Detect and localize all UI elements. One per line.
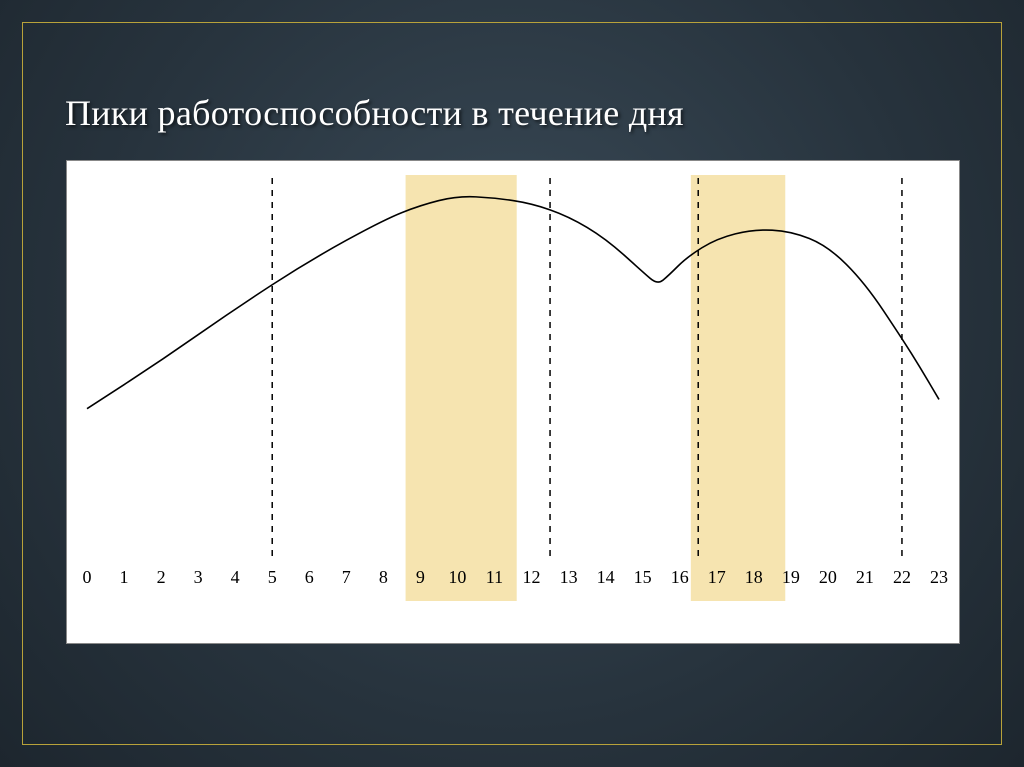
x-tick-label: 12 [523,567,541,587]
x-tick-label: 18 [745,567,763,587]
x-tick-label: 16 [671,567,689,587]
x-tick-label: 13 [560,567,578,587]
x-tick-label: 6 [305,567,314,587]
slide-title: Пики работоспособности в течение дня [65,92,684,134]
x-tick-label: 2 [157,567,166,587]
x-tick-label: 4 [231,567,240,587]
x-tick-label: 19 [782,567,800,587]
slide: Пики работоспособности в течение дня 012… [0,0,1024,767]
performance-chart: 01234567891011121314151617181920212223 [67,161,959,643]
x-tick-label: 3 [194,567,203,587]
x-tick-label: 0 [83,567,92,587]
x-tick-label: 17 [708,567,726,587]
x-tick-label: 22 [893,567,911,587]
chart-container: 01234567891011121314151617181920212223 [66,160,960,644]
x-tick-label: 7 [342,567,351,587]
x-tick-label: 21 [856,567,874,587]
x-tick-label: 20 [819,567,837,587]
x-tick-label: 10 [448,567,466,587]
x-tick-label: 9 [416,567,425,587]
x-tick-label: 14 [597,567,615,587]
x-tick-label: 5 [268,567,277,587]
x-tick-label: 8 [379,567,388,587]
x-tick-label: 23 [930,567,948,587]
x-tick-label: 1 [120,567,129,587]
x-tick-label: 11 [486,567,503,587]
x-tick-label: 15 [634,567,652,587]
